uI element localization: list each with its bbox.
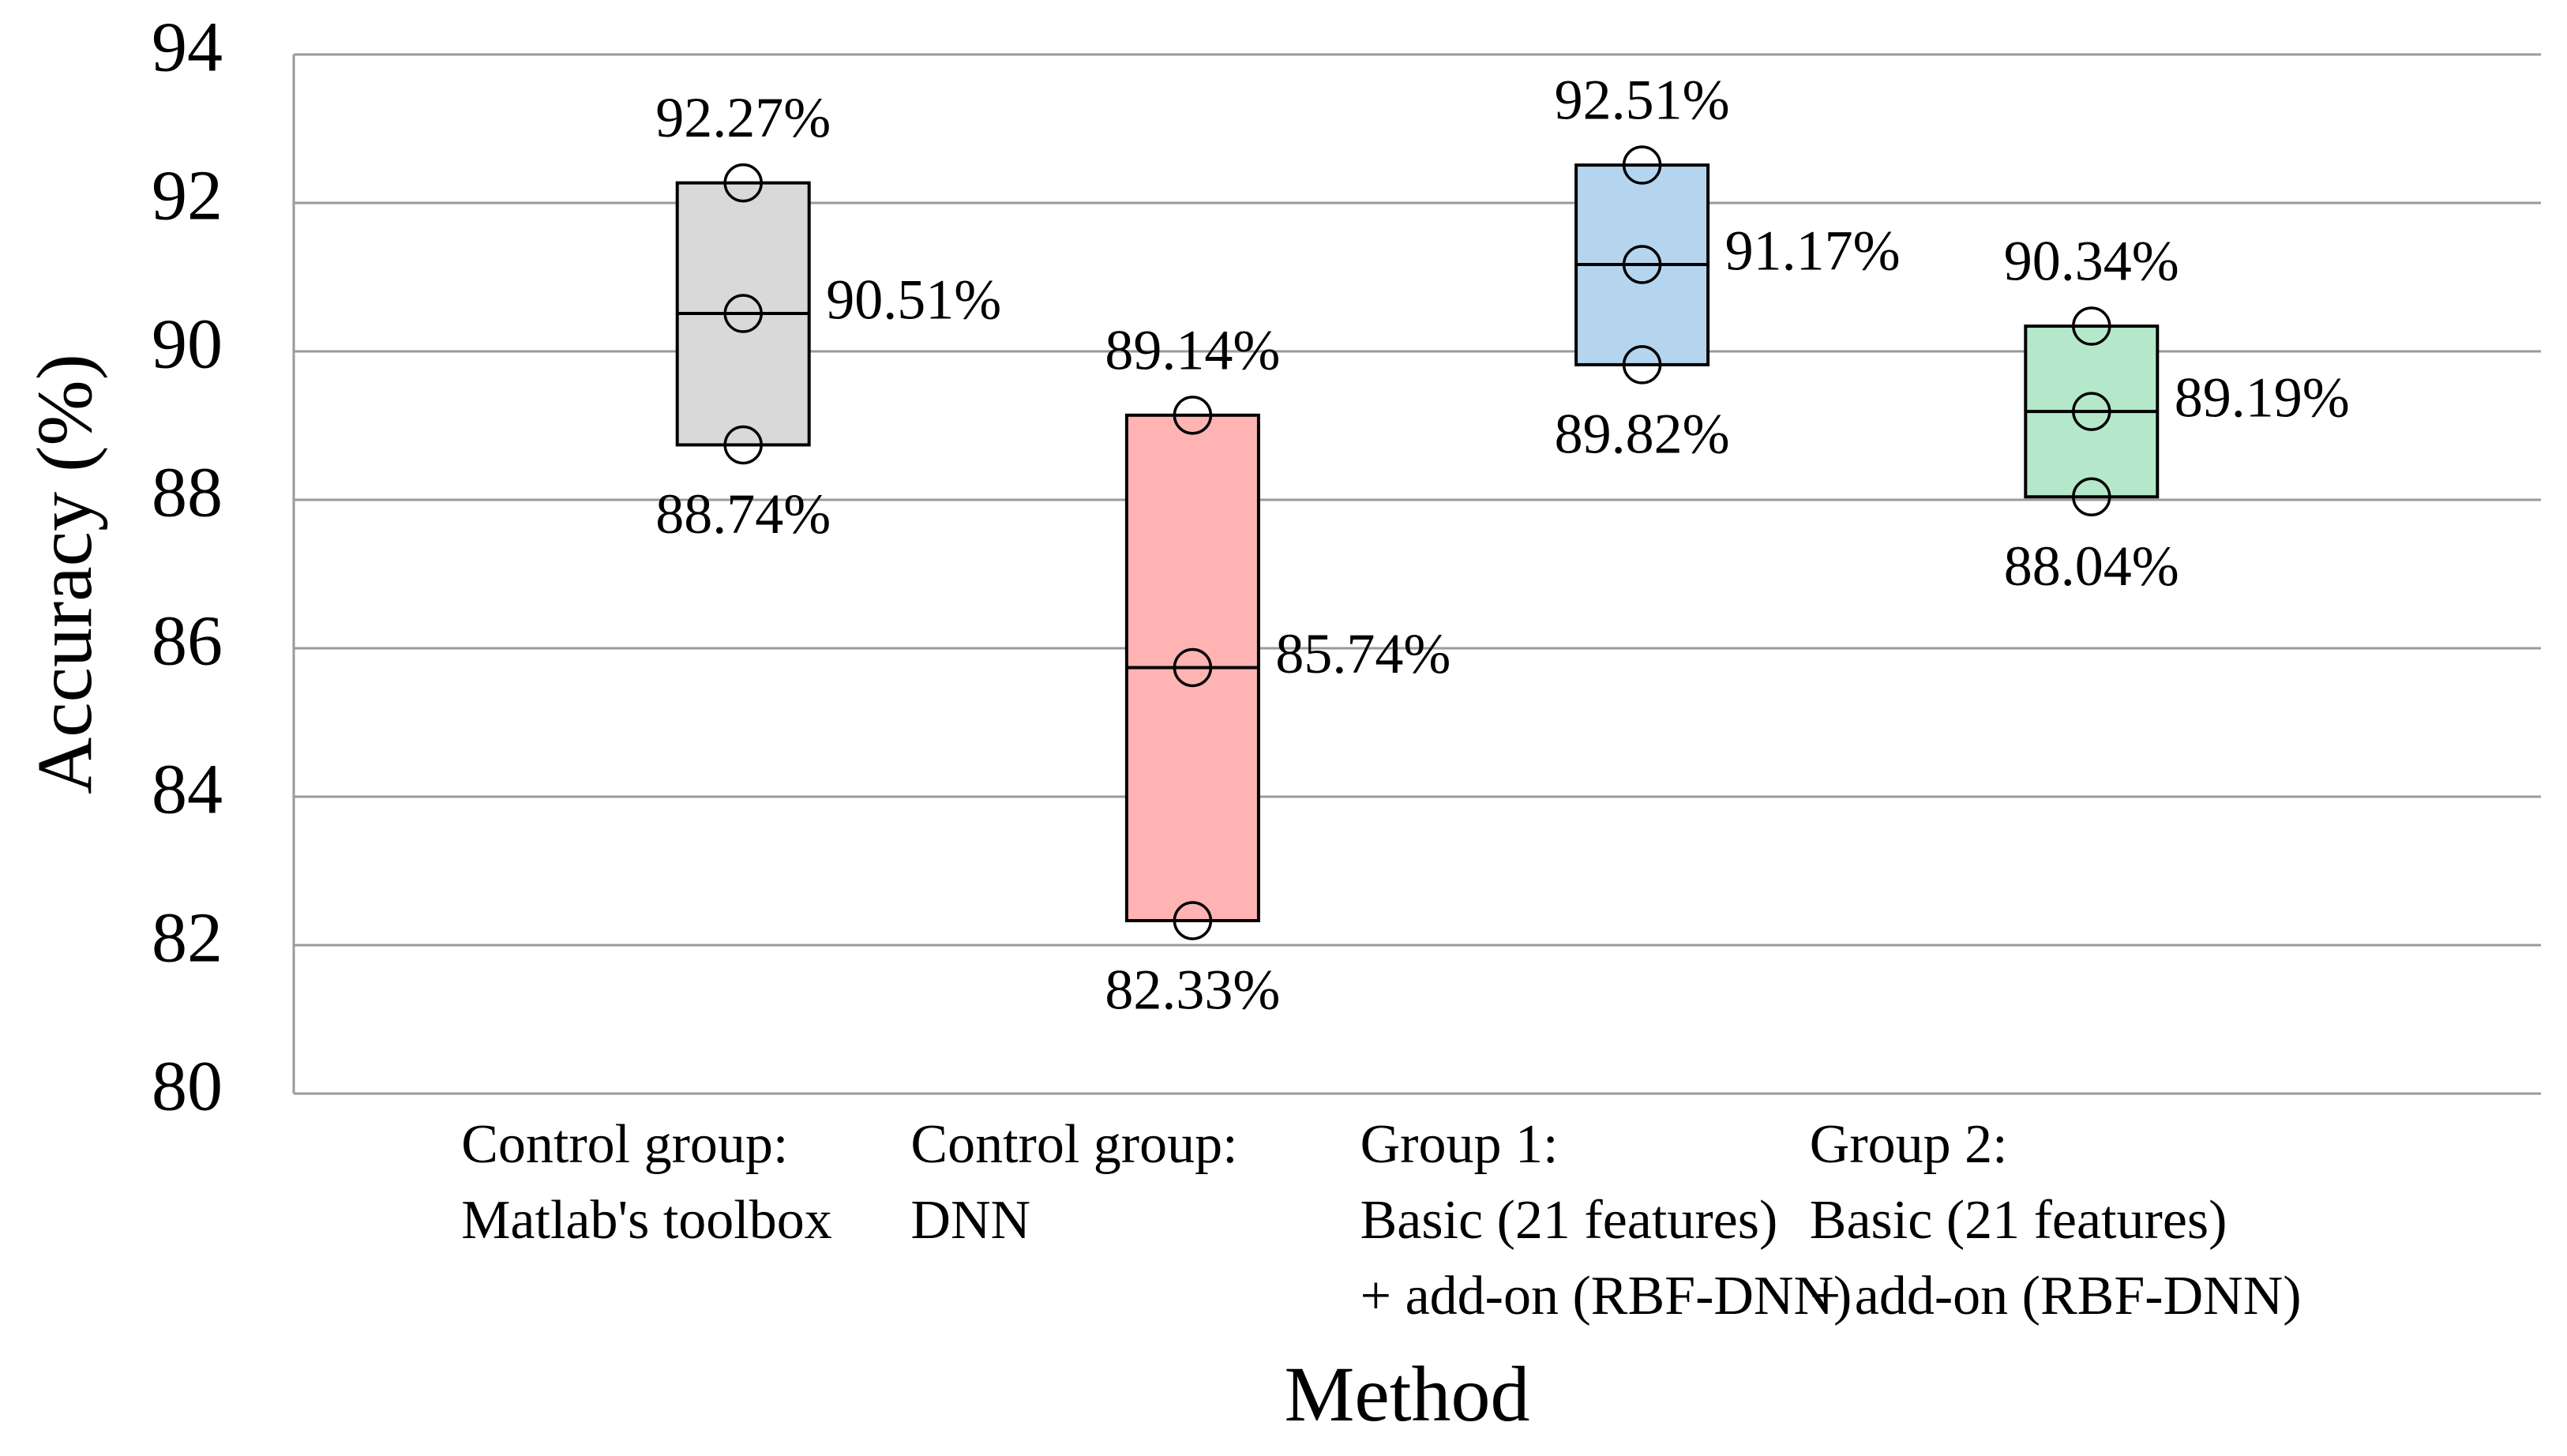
value-label: 88.74% [655,482,831,546]
y-tick-label: 92 [152,157,223,235]
y-tick-label: 88 [152,454,223,532]
x-tick-label: + add-on (RBF-DNN) [1360,1266,1852,1327]
x-tick-label: Group 1: [1360,1114,1559,1175]
value-label: 91.17% [1725,220,1901,283]
value-label: 85.74% [1275,622,1451,685]
point-marker [1173,901,1213,940]
value-label: 92.51% [1555,69,1730,132]
x-tick-label: Control group: [910,1114,1237,1175]
point-marker [2072,477,2111,516]
value-label: 82.33% [1105,958,1280,1021]
point-marker [2072,392,2111,431]
y-tick-label: 86 [152,602,223,681]
x-tick-label: Matlab's toolbox [461,1190,832,1251]
x-tick-label: Control group: [461,1114,788,1175]
value-label: 92.27% [655,86,831,149]
y-axis-title: Accuracy (%) [21,354,108,794]
point-marker [723,163,763,203]
x-tick-label: DNN [910,1190,1030,1251]
y-tick-label: 94 [152,9,223,87]
point-marker [1173,396,1213,435]
y-tick-label: 80 [152,1048,223,1126]
value-label: 89.82% [1555,402,1730,465]
value-label: 89.19% [2175,366,2350,430]
value-label: 89.14% [1105,318,1280,381]
point-marker [1622,345,1662,385]
point-marker [1622,145,1662,185]
point-marker [723,294,763,333]
x-tick-label: Group 2: [1810,1114,2008,1175]
x-axis-title: Method [1284,1350,1529,1438]
x-tick-label: Basic (21 features) [1810,1190,2227,1251]
x-tick-label: + add-on (RBF-DNN) [1810,1266,2302,1327]
y-tick-label: 84 [152,751,223,829]
point-marker [1622,245,1662,284]
y-tick-label: 82 [152,899,223,978]
value-label: 90.34% [2004,230,2179,293]
y-tick-label: 90 [152,306,223,384]
value-label: 90.51% [826,268,1001,332]
value-label: 88.04% [2004,535,2179,598]
point-marker [2072,306,2111,346]
point-marker [1173,647,1213,688]
x-tick-label: Basic (21 features) [1360,1190,1778,1251]
point-marker [723,425,763,465]
